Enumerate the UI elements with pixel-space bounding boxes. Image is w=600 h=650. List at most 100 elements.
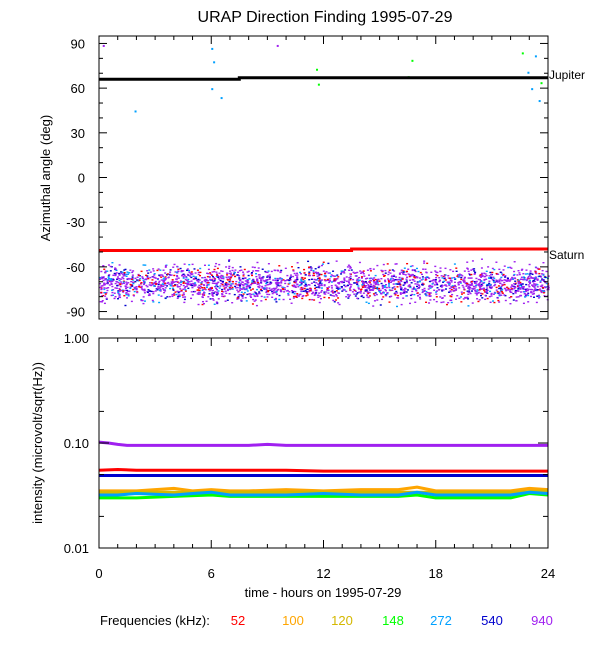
azimuth-point	[385, 284, 388, 286]
azimuth-point	[181, 273, 184, 276]
azimuth-point	[267, 270, 270, 272]
azimuth-point	[102, 294, 105, 297]
azimuth-point	[123, 274, 126, 277]
azimuth-point	[514, 289, 517, 292]
azimuth-point	[511, 288, 514, 291]
azimuth-point	[260, 279, 263, 282]
azimuth-point	[132, 279, 135, 281]
azimuth-point	[462, 292, 465, 294]
azimuth-point	[416, 283, 419, 285]
azimuth-point	[123, 273, 126, 275]
azimuth-point	[328, 297, 331, 299]
azimuth-point	[523, 293, 526, 295]
azimuth-point	[329, 294, 332, 296]
azimuth-point	[495, 289, 498, 291]
azimuth-point	[405, 278, 408, 280]
azimuth-point	[272, 290, 275, 292]
azimuth-point	[230, 272, 233, 274]
azimuth-point	[459, 281, 462, 283]
azimuth-point	[140, 299, 143, 301]
azimuth-point	[293, 272, 296, 275]
azimuth-point	[331, 275, 334, 277]
azimuth-point	[272, 279, 275, 281]
azimuth-point	[238, 277, 241, 279]
azimuth-point	[533, 277, 536, 279]
azimuth-point	[317, 283, 320, 285]
azimuth-point	[517, 296, 520, 298]
azimuth-point	[518, 284, 521, 287]
azimuth-point	[499, 278, 502, 280]
azimuth-point	[379, 304, 382, 306]
azimuth-point	[525, 288, 528, 291]
azimuth-point	[444, 279, 447, 281]
azimuth-point	[367, 274, 370, 276]
azimuth-point	[397, 294, 400, 297]
azimuth-point	[442, 289, 445, 291]
azimuth-point	[411, 278, 414, 281]
azimuth-point	[313, 294, 316, 296]
azimuth-point	[402, 284, 405, 286]
azimuth-point	[228, 265, 231, 268]
azimuth-point	[300, 279, 303, 282]
azimuth-point	[469, 274, 472, 276]
azimuth-point	[531, 273, 534, 276]
azimuth-point	[264, 298, 267, 301]
azimuth-point	[236, 284, 239, 286]
azimuth-point	[488, 280, 491, 282]
azimuth-point	[224, 283, 227, 285]
azimuth-point	[410, 274, 413, 277]
azimuth-point	[300, 280, 303, 283]
azimuth-point	[381, 270, 384, 272]
azimuth-point	[211, 271, 214, 273]
azimuth-point	[457, 274, 460, 276]
azimuth-point	[523, 278, 526, 281]
azimuth-point	[268, 277, 271, 279]
azimuth-point	[507, 287, 510, 290]
azimuth-point	[455, 288, 458, 290]
azimuth-point	[404, 288, 407, 290]
azimuth-point	[338, 303, 341, 306]
azimuth-point	[298, 295, 301, 297]
azimuth-point	[164, 278, 167, 280]
azimuth-point	[473, 288, 476, 290]
azimuth-point	[359, 292, 362, 294]
azimuth-point	[375, 293, 378, 296]
azimuth-point	[407, 273, 410, 275]
azimuth-point	[281, 286, 284, 288]
azimuth-point	[368, 289, 371, 291]
azimuth-point	[494, 284, 497, 286]
azimuth-point	[206, 280, 209, 282]
azimuth-point	[222, 291, 225, 293]
azimuth-point	[118, 274, 121, 276]
azimuth-point	[226, 299, 229, 301]
azimuth-point	[293, 280, 296, 283]
azimuth-point	[330, 285, 333, 287]
azimuth-point	[494, 292, 497, 294]
azimuth-point	[509, 266, 512, 269]
azimuth-point	[335, 278, 338, 280]
azimuth-point	[452, 290, 455, 292]
azimuth-point	[179, 267, 182, 270]
azimuth-point	[373, 279, 376, 282]
azimuth-point	[442, 301, 445, 303]
azimuth-point	[132, 282, 135, 285]
azimuth-point	[229, 270, 232, 272]
azimuth-point	[182, 292, 185, 294]
azimuth-point	[111, 262, 114, 264]
azimuth-point	[238, 281, 241, 284]
azimuth-point	[416, 277, 419, 279]
azimuth-point	[146, 291, 149, 294]
azimuth-point	[417, 270, 420, 273]
azimuth-point	[205, 282, 208, 284]
azimuth-point	[274, 297, 277, 300]
azimuth-point	[167, 281, 170, 284]
azimuth-point	[415, 267, 418, 270]
azimuth-point	[190, 291, 193, 293]
azimuth-point	[426, 291, 429, 294]
azimuth-point	[285, 279, 288, 281]
azimuth-point	[517, 282, 520, 284]
azimuth-point	[195, 277, 198, 280]
azimuth-outlier-point	[276, 44, 279, 47]
azimuth-point	[283, 291, 286, 293]
azimuth-point	[252, 280, 255, 282]
